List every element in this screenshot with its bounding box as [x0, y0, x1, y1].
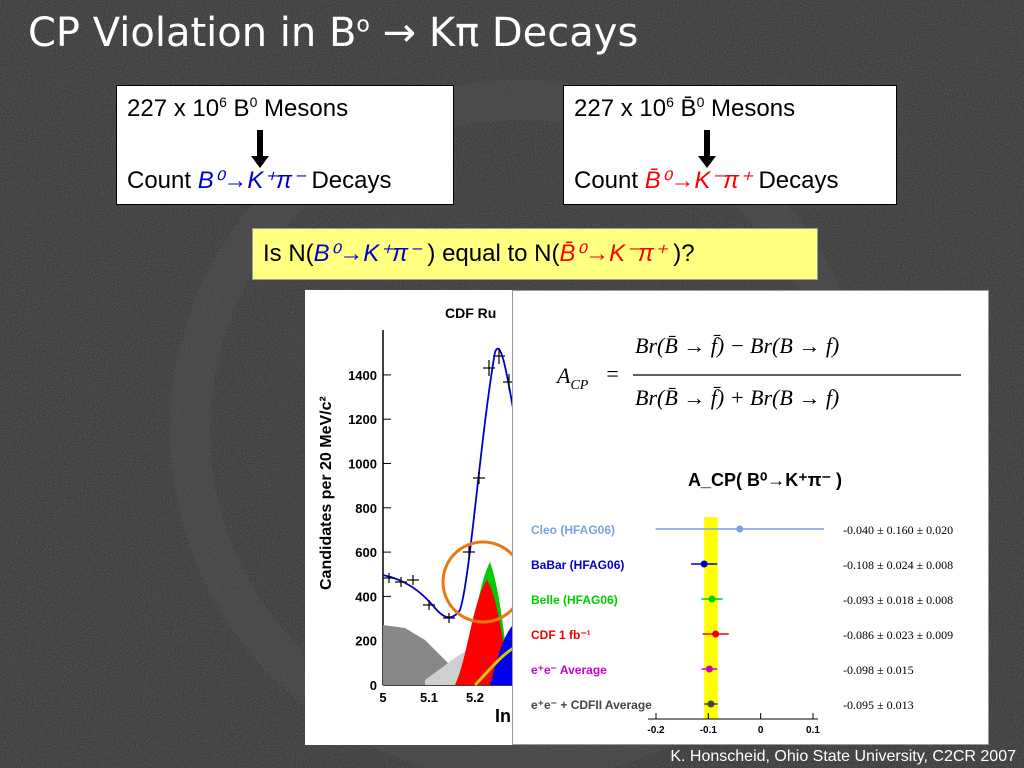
- count-decays-line: Count B⁰→K⁺π⁻ Decays: [127, 167, 392, 194]
- data-points: [383, 348, 515, 623]
- cdf-x-axis-label: In: [495, 706, 511, 726]
- cdf-x-tick-label: 5: [379, 690, 386, 705]
- cdf-x-tick-label: 5.2: [466, 690, 484, 705]
- cdf-y-tick-label: 800: [355, 501, 377, 516]
- cdf-y-tick-label: 1000: [348, 457, 377, 472]
- measurement-label: e⁺e⁻ Average: [531, 663, 607, 677]
- measurement-value: -0.040 ± 0.160 ± 0.020: [843, 523, 953, 537]
- cdf-y-tick-label: 0: [370, 678, 377, 693]
- acp-formula-denominator: Br(B̄ → f̄) + Br(B → f): [635, 385, 839, 410]
- b0bar-meson-box: 227 x 106 B̄0 Mesons Count B̄⁰→K⁻π⁺ Deca…: [563, 85, 897, 205]
- count-decays-line: Count B̄⁰→K⁻π⁺ Decays: [574, 167, 839, 194]
- cdf-plot-title: CDF Ru: [445, 305, 496, 321]
- footer-credit: K. Honscheid, Ohio State University, C2C…: [670, 748, 1016, 765]
- measurement-label: Belle (HFAG06): [531, 593, 618, 607]
- down-arrow-icon: [251, 130, 269, 168]
- acp-x-tick-label: 0.1: [806, 725, 820, 736]
- acp-formula-lhs: ACP: [555, 363, 589, 393]
- measurement-point: [700, 560, 708, 568]
- measurement-label: Cleo (HFAG06): [531, 523, 615, 537]
- down-arrow-icon: [698, 130, 716, 168]
- background-component: [383, 625, 483, 685]
- measurement-value: -0.108 ± 0.024 ± 0.008: [843, 558, 953, 572]
- measurement-point: [705, 665, 713, 673]
- measurement-point: [707, 700, 715, 708]
- measurement-value: -0.086 ± 0.023 ± 0.009: [843, 628, 953, 642]
- cdf-y-tick-label: 400: [355, 589, 377, 604]
- slide-title: CP Violation in Bo → Kπ Decays: [28, 10, 639, 56]
- measurement-value: -0.093 ± 0.018 ± 0.008: [843, 593, 953, 607]
- svg-text:=: =: [605, 361, 620, 386]
- cdf-y-tick-label: 1400: [348, 368, 377, 383]
- measurement-value: -0.095 ± 0.013: [843, 698, 914, 712]
- measurement-point: [712, 630, 720, 638]
- average-band: [704, 517, 718, 719]
- cdf-y-axis-label: Candidates per 20 MeV/c²: [318, 396, 335, 590]
- measurement-label: e⁺e⁻ + CDFII Average: [531, 698, 652, 712]
- b0bar-mesons-count: 227 x 106 B̄0 Mesons: [574, 94, 796, 122]
- acp-plot-subtitle: A_CP( B⁰→K⁺π⁻ ): [688, 470, 842, 490]
- b0-meson-box: 227 x 106 B0 Mesons Count B⁰→K⁺π⁻ Decays: [116, 85, 454, 205]
- acp-x-tick-label: -0.1: [700, 725, 718, 736]
- measurement-point: [736, 525, 744, 533]
- cdf-x-tick-label: 5.1: [420, 690, 438, 705]
- measurement-value: -0.098 ± 0.015: [843, 663, 914, 677]
- question-text: Is N(B⁰→K⁺π⁻ ) equal to N(B̄⁰→K⁻π⁺ )?: [263, 240, 695, 267]
- measurement-point: [708, 595, 716, 603]
- red-signal-component: [455, 580, 510, 685]
- cdf-y-tick-label: 1200: [348, 412, 377, 427]
- acp-formula-numerator: Br(B̄ → f̄) − Br(B → f): [635, 333, 839, 358]
- question-box: Is N(B⁰→K⁺π⁻ ) equal to N(B̄⁰→K⁻π⁺ )?: [252, 228, 818, 280]
- measurement-label: CDF 1 fb⁻¹: [531, 628, 591, 642]
- b0-mesons-count: 227 x 106 B0 Mesons: [127, 94, 349, 122]
- acp-x-tick-label: -0.2: [647, 725, 665, 736]
- measurement-label: BaBar (HFAG06): [531, 558, 624, 572]
- acp-x-tick-label: 0: [758, 725, 764, 736]
- cdf-y-tick-label: 200: [355, 634, 377, 649]
- cdf-y-tick-label: 600: [355, 545, 377, 560]
- acp-panel: ACP = Br(B̄ → f̄) − Br(B → f) Br(B̄ → f̄…: [512, 290, 989, 745]
